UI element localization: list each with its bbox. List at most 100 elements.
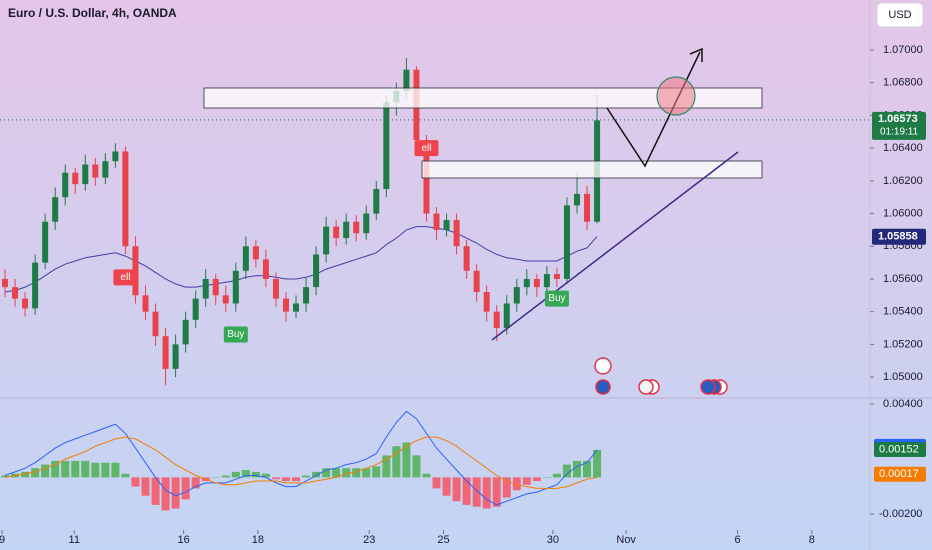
candle-body [102, 161, 109, 178]
currency-label[interactable]: USD [888, 9, 911, 21]
macd-histogram-bar [241, 470, 250, 478]
candle-body [252, 246, 259, 260]
candle-body [323, 226, 330, 255]
macd-histogram-bar [562, 464, 571, 478]
x-tick-label: 11 [69, 534, 80, 546]
candle-body [122, 151, 129, 247]
macd-last-label: 0.00152 [879, 443, 919, 455]
candle-body [463, 246, 470, 271]
signal-label: ell [421, 143, 431, 154]
macd-histogram-bar [462, 477, 471, 505]
candle-body [293, 303, 300, 312]
candle-body [313, 254, 320, 288]
candle-body [473, 270, 480, 293]
macd-histogram-bar [292, 477, 301, 482]
y-tick-label: 1.06400 [883, 142, 923, 154]
candle-body [142, 295, 149, 312]
macd-histogram-bar [21, 471, 30, 478]
candle-body [222, 295, 229, 304]
resistance-zone [203, 87, 763, 109]
macd-histogram-bar [281, 477, 290, 482]
ma-last-label: 1.05858 [878, 231, 918, 243]
candle-body [433, 213, 440, 230]
candle-body [42, 221, 49, 263]
candle-body [182, 319, 189, 345]
chart-title: Euro / U.S. Dollar, 4h, OANDA [8, 6, 177, 20]
macd-histogram-bar [472, 477, 481, 507]
candle-body [212, 278, 219, 296]
candle-body [563, 205, 570, 279]
candle-body [333, 226, 340, 239]
candle-body [152, 311, 159, 337]
candle-body [2, 278, 9, 288]
candle-body [202, 278, 209, 299]
currency-button[interactable] [876, 2, 924, 28]
macd-histogram-bar [362, 468, 371, 478]
macd-histogram-bar [221, 475, 230, 478]
candle-body [584, 193, 591, 222]
candle-body [443, 220, 450, 230]
macd-histogram-bar [121, 473, 130, 478]
event-icon [595, 379, 611, 395]
candle-body [82, 164, 89, 185]
candle-body [553, 274, 560, 279]
y-tick-label: 1.06200 [883, 175, 923, 187]
macd-histogram-bar [51, 460, 60, 478]
macd-histogram-bar [572, 460, 581, 478]
macd-histogram-bar [251, 471, 260, 478]
target-circle [656, 76, 696, 116]
candle-body [303, 287, 310, 304]
candle-body [12, 287, 19, 299]
candle-body [192, 298, 199, 320]
last-price-label: 1.06573 [878, 113, 918, 125]
event-icon [594, 357, 612, 375]
x-tick-label: 30 [547, 534, 559, 546]
macd-histogram-bar [161, 477, 170, 511]
macd-histogram-bar [171, 477, 180, 509]
countdown-label: 01:19:11 [880, 126, 919, 137]
macd-histogram-bar [261, 473, 270, 478]
macd-histogram-bar [81, 460, 90, 478]
signal-badge [414, 140, 439, 157]
macd-histogram-bar [231, 471, 240, 478]
macd-histogram-bar [372, 466, 381, 478]
candle-body [242, 246, 249, 271]
macd-histogram-bar [141, 477, 150, 496]
macd-histogram-bar [432, 477, 441, 489]
trend-line [491, 151, 739, 341]
macd-histogram-bar [382, 455, 391, 478]
signal-label: ell [120, 272, 130, 283]
candle-body [72, 172, 79, 185]
candle-body [112, 151, 119, 162]
signal-label: Buy [548, 293, 565, 304]
candle-body [503, 303, 510, 329]
macd-last-box [874, 442, 926, 458]
y-tick-label: 1.05400 [883, 306, 923, 318]
macd-histogram-bar [402, 442, 411, 478]
macd-histogram-bar [271, 477, 280, 480]
y-tick-label: 1.05000 [883, 371, 923, 383]
candle-body [383, 102, 390, 190]
macd-histogram-bar [91, 462, 100, 478]
macd-histogram-bar [452, 477, 461, 502]
macd-histogram-bar [322, 468, 331, 478]
candle-body [403, 69, 410, 91]
candle-body [483, 292, 490, 312]
x-tick-label: 16 [178, 534, 190, 546]
macd-histogram-bar [181, 477, 190, 500]
event-icons [594, 357, 728, 395]
candle-body [62, 172, 69, 198]
signal-line [4, 436, 598, 489]
candle-body [32, 262, 39, 309]
x-tick-label: 25 [437, 534, 449, 546]
candle-body [353, 221, 360, 234]
macd-histogram-bar [532, 477, 541, 482]
y-tick-label: 1.07000 [883, 44, 923, 56]
macd-histogram-bar [191, 477, 200, 489]
y-tick-label: 1.06000 [883, 207, 923, 219]
y-tick-label: 1.06800 [883, 77, 923, 89]
support-zone [421, 160, 763, 179]
macd-histogram-bar [512, 477, 521, 491]
signal-badge [113, 269, 138, 286]
